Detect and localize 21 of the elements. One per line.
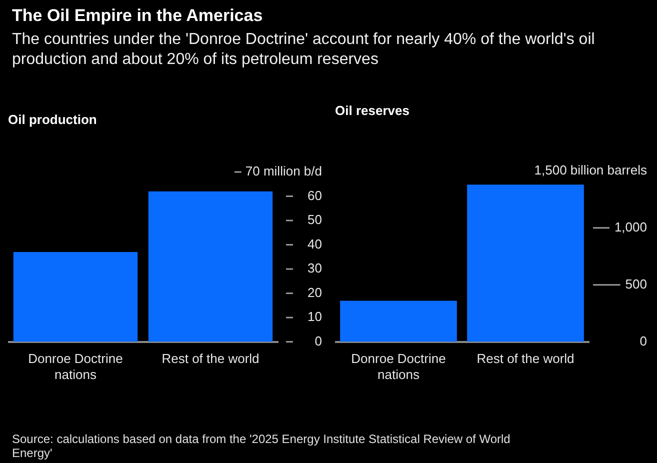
x-tick-label: Donroe Doctrine nations <box>28 351 123 382</box>
text: The Oil Empire in the Americas <box>12 6 263 26</box>
y-tick-label: 1,000 <box>614 220 647 235</box>
y-tick-label: 30 <box>308 260 322 276</box>
y-tick-label: 40 <box>308 236 322 252</box>
chart-title: Oil reserves <box>335 103 410 120</box>
text: The countries under the 'Donroe Doctrine' account for nearly 40% of the world's oil production and about 20% of its petroleum reserves <box>12 30 596 70</box>
y-tick-label: 60 <box>308 188 322 203</box>
y-tick-label: 0 <box>640 333 647 348</box>
x-tick-label: Rest of the world <box>476 351 574 366</box>
y-tick-label: 0 <box>314 333 322 348</box>
y-tick-label: 70 million b/d <box>245 164 322 179</box>
y-tick-label: 1,500 billion barrels <box>534 162 648 178</box>
source-note: Source: calculations based on data from the '2025 Energy Institute Statistical Review of World Energy' <box>12 432 512 460</box>
y-tick-label: 20 <box>308 284 322 300</box>
x-tick-label: Donroe Doctrine nations <box>351 351 446 382</box>
y-tick-label: 500 <box>625 276 647 292</box>
x-tick-label: Rest of the world <box>162 351 260 366</box>
chart-title: Oil production <box>8 112 98 129</box>
y-tick-label: 10 <box>308 309 322 324</box>
y-tick-label: 50 <box>308 212 322 228</box>
